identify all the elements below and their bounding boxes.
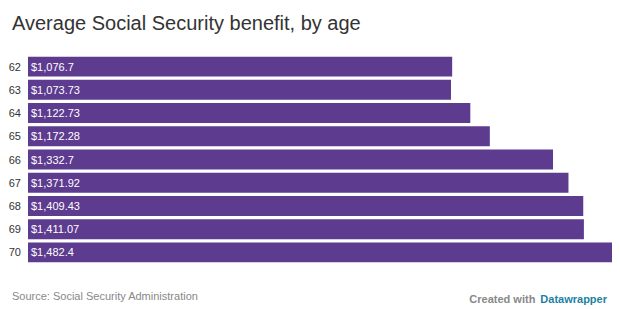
svg-text:65: 65 — [9, 130, 21, 142]
svg-text:Datawrapper: Datawrapper — [540, 293, 607, 305]
svg-text:67: 67 — [9, 177, 21, 189]
svg-text:68: 68 — [9, 200, 21, 212]
svg-text:$1,073.73: $1,073.73 — [31, 84, 80, 96]
svg-text:$1,411.07: $1,411.07 — [31, 223, 79, 235]
svg-text:Source: Social Security Admini: Source: Social Security Administration — [12, 290, 198, 302]
svg-text:69: 69 — [9, 223, 21, 235]
svg-text:$1,122.73: $1,122.73 — [31, 107, 80, 119]
svg-text:$1,332.7: $1,332.7 — [31, 154, 74, 166]
svg-text:62: 62 — [9, 61, 21, 73]
svg-text:64: 64 — [9, 107, 21, 119]
svg-text:63: 63 — [9, 84, 21, 96]
svg-text:Average Social Security benefi: Average Social Security benefit, by age — [12, 12, 361, 34]
svg-text:$1,371.92: $1,371.92 — [31, 177, 80, 189]
svg-text:$1,172.28: $1,172.28 — [31, 130, 80, 142]
svg-text:70: 70 — [9, 246, 21, 258]
svg-text:$1,409.43: $1,409.43 — [31, 200, 80, 212]
svg-text:Created with: Created with — [469, 293, 535, 305]
svg-text:66: 66 — [9, 154, 21, 166]
svg-text:$1,482.4: $1,482.4 — [31, 246, 74, 258]
svg-text:$1,076.7: $1,076.7 — [31, 61, 74, 73]
